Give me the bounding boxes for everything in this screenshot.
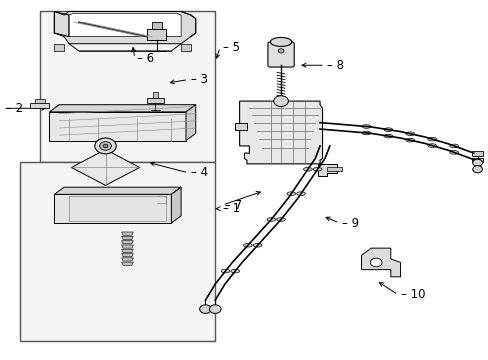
Circle shape <box>472 166 482 173</box>
Polygon shape <box>234 123 246 130</box>
Ellipse shape <box>427 137 436 141</box>
Polygon shape <box>71 149 140 185</box>
Text: – 3: – 3 <box>190 73 207 86</box>
Polygon shape <box>147 30 166 40</box>
Text: – 9: – 9 <box>341 216 358 230</box>
Ellipse shape <box>270 37 291 46</box>
Circle shape <box>103 144 108 148</box>
Polygon shape <box>361 248 400 277</box>
Text: – 6: – 6 <box>137 51 154 64</box>
Circle shape <box>95 138 116 154</box>
Polygon shape <box>98 142 113 149</box>
Circle shape <box>273 96 288 107</box>
Polygon shape <box>54 44 64 51</box>
Ellipse shape <box>405 138 414 142</box>
Polygon shape <box>239 101 322 164</box>
Ellipse shape <box>383 134 392 138</box>
Ellipse shape <box>243 243 252 247</box>
Ellipse shape <box>427 144 436 147</box>
Circle shape <box>472 159 482 166</box>
Ellipse shape <box>449 150 458 154</box>
Ellipse shape <box>303 167 312 171</box>
Text: – 10: – 10 <box>400 288 424 301</box>
Polygon shape <box>122 236 133 239</box>
Ellipse shape <box>266 218 275 221</box>
Ellipse shape <box>313 167 322 171</box>
Ellipse shape <box>383 128 392 131</box>
Polygon shape <box>122 249 133 252</box>
Ellipse shape <box>230 269 239 273</box>
Circle shape <box>278 49 284 53</box>
Ellipse shape <box>221 269 229 273</box>
Text: – 1: – 1 <box>222 202 239 215</box>
Polygon shape <box>54 194 171 223</box>
Polygon shape <box>122 245 133 248</box>
Polygon shape <box>471 151 483 156</box>
Polygon shape <box>122 262 133 265</box>
Text: – 4: – 4 <box>190 166 207 179</box>
Bar <box>20 162 215 341</box>
Ellipse shape <box>286 192 295 195</box>
Polygon shape <box>49 105 195 112</box>
FancyBboxPatch shape <box>267 42 294 67</box>
Circle shape <box>199 305 211 314</box>
Polygon shape <box>54 12 195 44</box>
Polygon shape <box>30 103 49 108</box>
Ellipse shape <box>296 192 305 195</box>
Circle shape <box>369 258 381 267</box>
Polygon shape <box>122 258 133 261</box>
Polygon shape <box>122 232 133 235</box>
Polygon shape <box>54 187 181 194</box>
Text: – 2: – 2 <box>5 102 22 115</box>
Polygon shape <box>49 112 185 140</box>
Polygon shape <box>122 240 133 244</box>
Polygon shape <box>327 167 341 171</box>
Ellipse shape <box>361 125 370 128</box>
Polygon shape <box>471 158 483 162</box>
Polygon shape <box>153 92 158 98</box>
Polygon shape <box>181 44 190 51</box>
Polygon shape <box>69 13 181 37</box>
Polygon shape <box>122 253 133 257</box>
Polygon shape <box>171 187 181 223</box>
Polygon shape <box>317 164 336 176</box>
Polygon shape <box>185 105 195 140</box>
Ellipse shape <box>449 144 458 148</box>
Circle shape <box>209 305 221 314</box>
Text: – 5: – 5 <box>222 41 239 54</box>
Bar <box>40 12 215 162</box>
Polygon shape <box>152 22 161 30</box>
Ellipse shape <box>253 243 262 247</box>
Polygon shape <box>147 98 163 103</box>
Text: – 7: – 7 <box>224 199 242 212</box>
Text: – 8: – 8 <box>327 59 344 72</box>
Ellipse shape <box>361 131 370 135</box>
Polygon shape <box>35 99 44 103</box>
Ellipse shape <box>405 132 414 135</box>
Ellipse shape <box>276 218 285 221</box>
Circle shape <box>100 141 111 150</box>
